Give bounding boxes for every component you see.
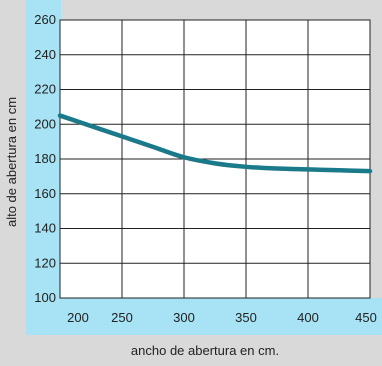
y-tick-label: 100 [34, 290, 56, 305]
x-tick-label: 450 [355, 310, 377, 325]
y-tick-label: 140 [34, 221, 56, 236]
series [57, 113, 373, 174]
y-tick-label: 240 [34, 47, 56, 62]
x-axis-band [26, 298, 382, 335]
tick-labels: 100 120 140 160 180 200 220 240 260 200 250 300 350 4… [34, 12, 377, 325]
y-tick-label: 200 [34, 116, 56, 131]
y-axis-band [26, 0, 61, 335]
x-tick-label: 350 [235, 310, 257, 325]
y-tick-label: 160 [34, 186, 56, 201]
series-line [57, 113, 373, 174]
x-tick-label: 250 [111, 310, 133, 325]
x-tick-label: 200 [67, 310, 89, 325]
y-tick-label: 120 [34, 255, 56, 270]
x-tick-label: 400 [297, 310, 319, 325]
x-tick-label: 300 [173, 310, 195, 325]
y-tick-label: 180 [34, 151, 56, 166]
y-axis-label: alto de abertura en cm [4, 97, 19, 227]
y-tick-label: 260 [34, 12, 56, 27]
y-tick-label: 220 [34, 82, 56, 97]
grid [59, 19, 371, 299]
x-axis-label: ancho de abertura en cm. [131, 343, 279, 358]
